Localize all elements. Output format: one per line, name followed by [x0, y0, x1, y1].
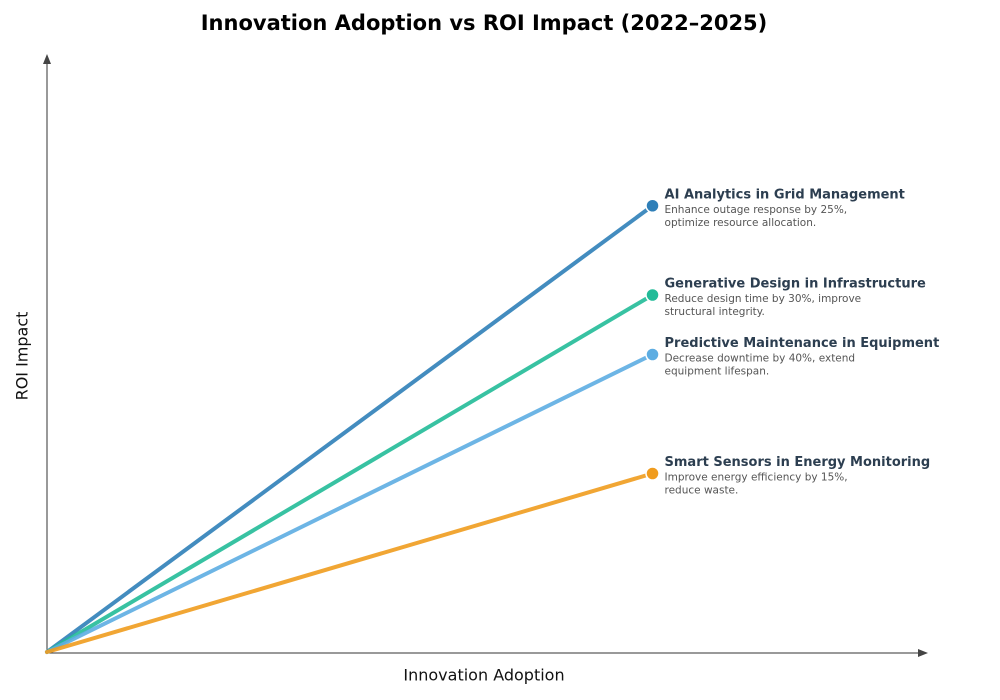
series-line — [45, 293, 655, 654]
x-axis-label: Innovation Adoption — [403, 666, 564, 685]
annotation-text: equipment lifespan. — [665, 366, 770, 378]
x-axis-arrow — [918, 649, 928, 657]
y-axis-label: ROI Impact — [13, 312, 32, 401]
annotation-text: structural integrity. — [665, 306, 765, 318]
annotation-text: optimize resource allocation. — [665, 217, 817, 229]
chart-title: Innovation Adoption vs ROI Impact (2022–… — [201, 11, 768, 35]
series-line — [45, 352, 655, 654]
annotation-title: Generative Design in Infrastructure — [665, 277, 926, 292]
annotation-title: Smart Sensors in Energy Monitoring — [665, 455, 931, 470]
annotation-text: Improve energy efficiency by 15%, — [665, 472, 848, 484]
annotation-title: Predictive Maintenance in Equipment — [665, 336, 940, 351]
series-end-point — [645, 466, 660, 481]
annotation-text: Reduce design time by 30%, improve — [665, 293, 862, 305]
series-end-point — [645, 198, 660, 213]
y-axis-arrow — [43, 54, 51, 64]
annotation-text: Enhance outage response by 25%, — [665, 204, 848, 216]
series-line — [45, 471, 655, 654]
annotation-text: reduce waste. — [665, 485, 739, 497]
series-line — [45, 203, 655, 654]
series-end-point — [645, 347, 660, 362]
series-end-point — [645, 287, 660, 303]
annotation-title: AI Analytics in Grid Management — [665, 187, 905, 202]
annotation-text: Decrease downtime by 40%, extend — [665, 353, 856, 365]
